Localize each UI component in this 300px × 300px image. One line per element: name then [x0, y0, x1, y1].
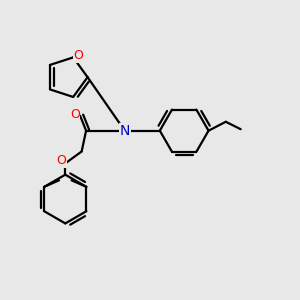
Text: N: N — [119, 124, 130, 138]
Text: O: O — [56, 154, 66, 167]
Text: O: O — [70, 108, 80, 121]
Text: O: O — [74, 50, 83, 62]
